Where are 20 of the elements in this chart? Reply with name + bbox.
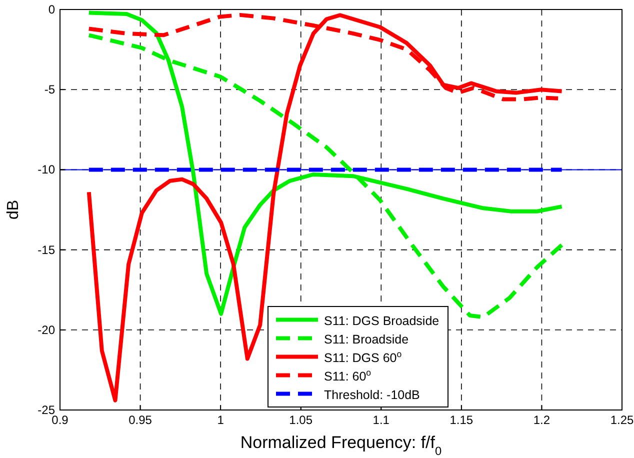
x-tick-label: 1.1 [372, 413, 390, 427]
legend-label: S11: Broadside [324, 332, 409, 346]
legend-label: Threshold: -10dB [324, 388, 420, 402]
y-tick-label: -10 [38, 162, 56, 177]
y-tick-label: 0 [48, 2, 56, 16]
x-tick-label: 1.15 [450, 413, 474, 427]
x-tick-label: 1.25 [610, 413, 634, 427]
legend-label: S11: 60$^{o}$ [324, 367, 372, 384]
x-tick-label: 0.95 [128, 413, 152, 427]
y-tick-label: -5 [44, 82, 56, 97]
x-tick-label: 1.2 [533, 413, 550, 427]
y-tick-label: -15 [38, 242, 56, 257]
x-axis-title: Normalized Frequency: f/f$_{0}$ [240, 433, 442, 458]
legend-label: S11: DGS 60$^{o}$ [324, 348, 402, 365]
y-axis-title: dB [5, 200, 22, 220]
x-tick-label: 1 [217, 413, 224, 427]
line-series [86, 13, 564, 402]
legend-label: S11: DGS Broadside [324, 314, 440, 328]
y-tick-label: -20 [38, 322, 56, 337]
x-tick-label: 1.05 [289, 413, 313, 427]
